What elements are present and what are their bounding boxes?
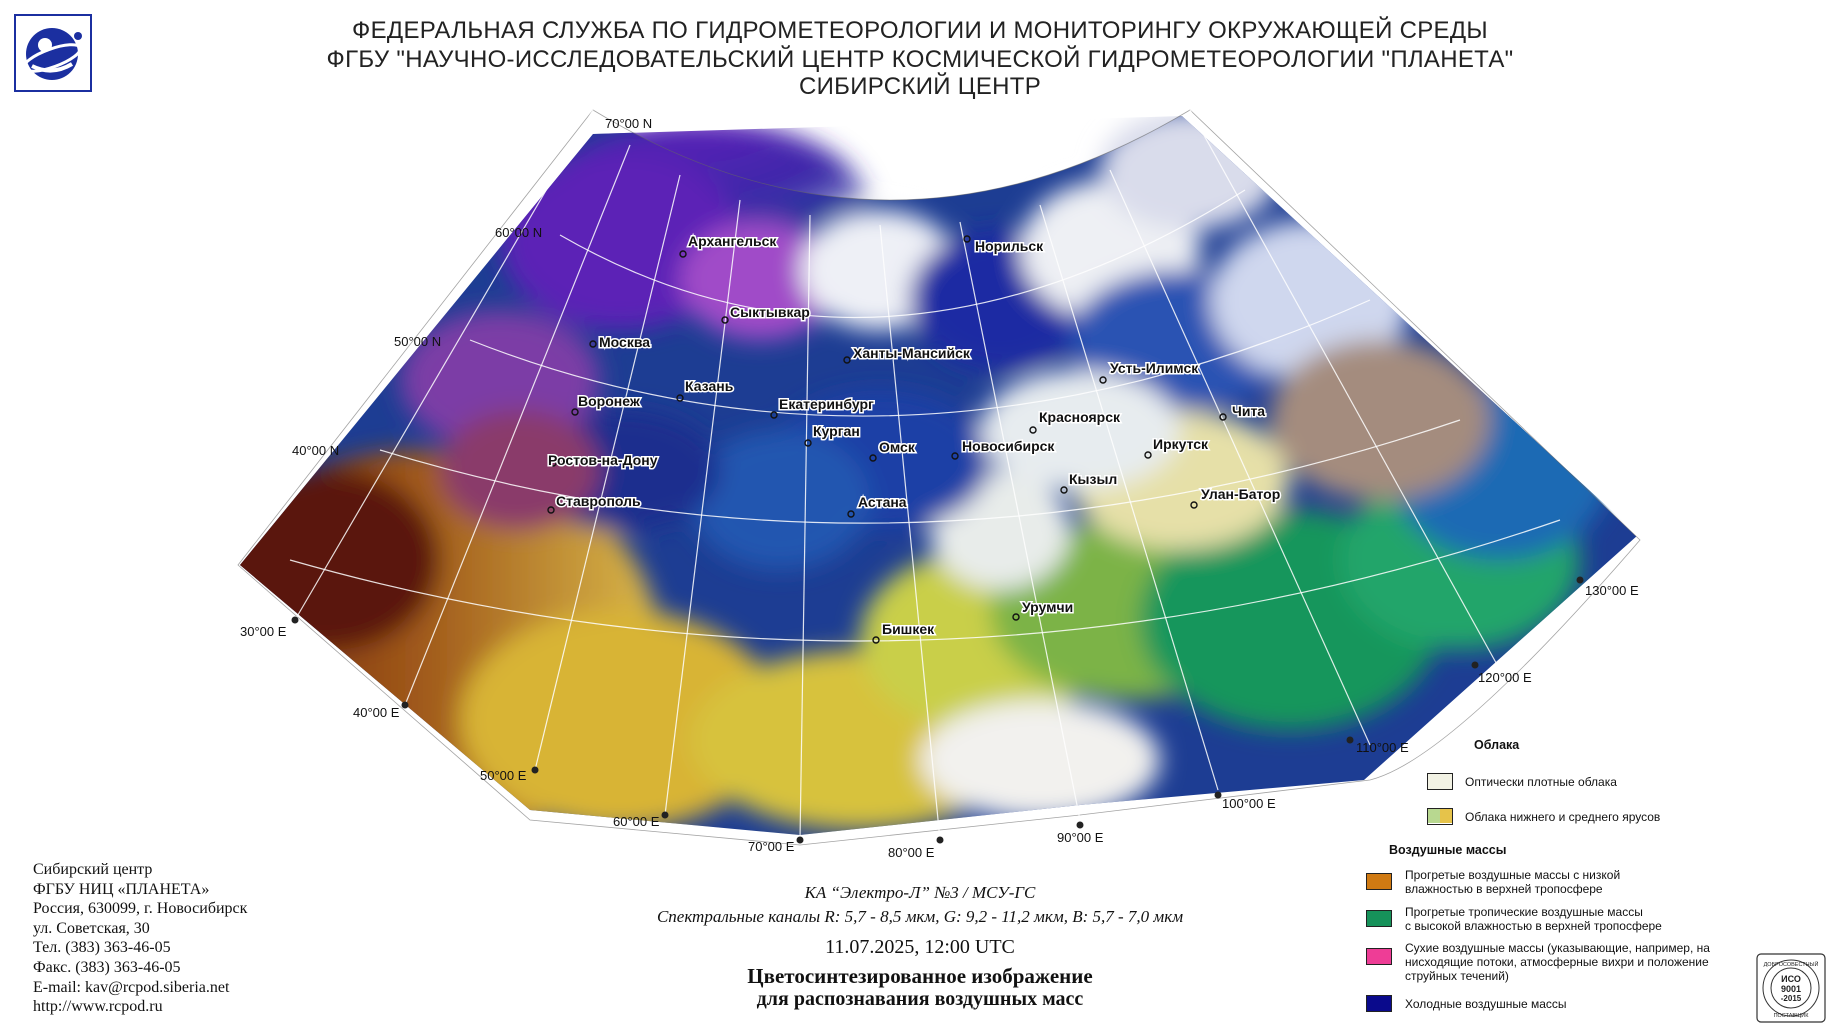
lon-label-40: 40°00 E <box>353 705 400 720</box>
header-line-3: СИБИРСКИЙ ЦЕНТР <box>798 73 1042 100</box>
contact-email-link[interactable]: E-mail: kav@rcpod.siberia.net <box>33 978 230 996</box>
contact-website-link[interactable]: http://www.rcpod.ru <box>33 998 163 1016</box>
svg-text:-2015: -2015 <box>1781 994 1802 1003</box>
header-line-1: ФЕДЕРАЛЬНАЯ СЛУЖБА ПО ГИДРОМЕТЕОРОЛОГИИ … <box>352 17 1488 44</box>
svg-text:ДОБРОСОВЕСТНЫЙ: ДОБРОСОВЕСТНЫЙ <box>1764 960 1819 968</box>
city-khanty-mansiysk: Ханты-Мансийск <box>853 345 971 361</box>
lon-label-90: 90°00 E <box>1057 830 1104 845</box>
lat-label-50: 50°00 N <box>394 334 441 349</box>
city-irkutsk: Иркутск <box>1153 436 1209 452</box>
svg-text:ИСО: ИСО <box>1781 974 1801 984</box>
contact-block: Сибирский центр ФГБУ НИЦ «ПЛАНЕТА» Росси… <box>33 860 247 1017</box>
caption-satellite: КА “Электро-Л” №3 / МСУ-ГС <box>804 883 1036 902</box>
city-novosibirsk: Новосибирск <box>962 438 1055 454</box>
contact-phone: Тел. (383) 363-46-05 <box>33 939 171 957</box>
iso-badge-icon: ДОБРОСОВЕСТНЫЙ ИСО 9001 -2015 ПОСТАВЩИК <box>1756 953 1826 1023</box>
svg-text:ПОСТАВЩИК: ПОСТАВЩИК <box>1774 1013 1810 1019</box>
longitude-grid <box>294 109 1501 841</box>
lon-label-100: 100°00 E <box>1222 796 1276 811</box>
satellite-image <box>240 116 1638 835</box>
city-astana: Астана <box>858 494 907 510</box>
city-voronezh: Воронеж <box>578 393 641 409</box>
city-bishkek: Бишкек <box>882 621 935 637</box>
lon-label-70: 70°00 E <box>748 839 795 854</box>
city-syktyvkar: Сыктывкар <box>730 304 810 320</box>
city-ulan-bator: Улан-Батор <box>1201 486 1280 502</box>
city-ekaterinburg: Екатеринбург <box>779 396 874 412</box>
planeta-globe-logo-icon <box>14 14 92 92</box>
lon-label-110: 110°00 E <box>1356 740 1409 755</box>
city-omsk: Омск <box>879 439 916 455</box>
city-krasnoyarsk: Красноярск <box>1039 409 1121 425</box>
city-kazan: Казань <box>685 378 734 394</box>
city-markers <box>547 235 1227 644</box>
contact-line: ФГБУ НИЦ «ПЛАНЕТА» <box>33 880 210 898</box>
svg-text:9001: 9001 <box>1781 984 1801 994</box>
contact-line: Сибирский центр <box>33 861 153 878</box>
lon-label-80: 80°00 E <box>888 845 935 860</box>
caption-datetime: 11.07.2025, 12:00 UTC <box>825 936 1015 958</box>
header-line-2: ФГБУ "НАУЧНО-ИССЛЕДОВАТЕЛЬСКИЙ ЦЕНТР КОС… <box>326 46 1514 73</box>
lat-label-60: 60°00 N <box>495 225 542 240</box>
city-rostov-on-don: Ростов-на-Дону <box>548 452 658 468</box>
city-norilsk: Норильск <box>975 238 1044 254</box>
city-urumqi: Урумчи <box>1022 599 1073 615</box>
city-chita: Чита <box>1232 403 1265 419</box>
lon-label-60: 60°00 E <box>613 814 660 829</box>
caption-title-2: для распознавания воздушных масс <box>756 988 1084 1010</box>
lon-label-120: 120°00 E <box>1478 670 1532 685</box>
lon-label-30: 30°00 E <box>240 624 287 639</box>
caption-title-1: Цветосинтезированное изображение <box>747 964 1093 988</box>
lat-label-40: 40°00 N <box>292 443 339 458</box>
caption-channels: Спектральные каналы R: 5,7 - 8,5 мкм, G:… <box>656 907 1184 926</box>
contact-fax: Факс. (383) 363-46-05 <box>33 958 181 976</box>
lon-label-50: 50°00 E <box>480 768 527 783</box>
city-arkhangelsk: Архангельск <box>688 233 777 249</box>
city-kurgan: Курган <box>813 423 860 439</box>
lon-label-130: 130°00 E <box>1585 583 1639 598</box>
city-stavropol: Ставрополь <box>556 493 641 509</box>
contact-line: ул. Советская, 30 <box>33 919 150 937</box>
city-ust-ilimsk: Усть-Илимск <box>1110 360 1199 376</box>
city-kyzyl: Кызыл <box>1069 471 1117 487</box>
latitude-grid <box>289 189 1561 642</box>
contact-line: Россия, 630099, г. Новосибирск <box>33 900 248 918</box>
city-moscow: Москва <box>599 334 650 350</box>
lon-markers <box>291 576 1584 844</box>
lat-label-70: 70°00 N <box>605 116 652 131</box>
